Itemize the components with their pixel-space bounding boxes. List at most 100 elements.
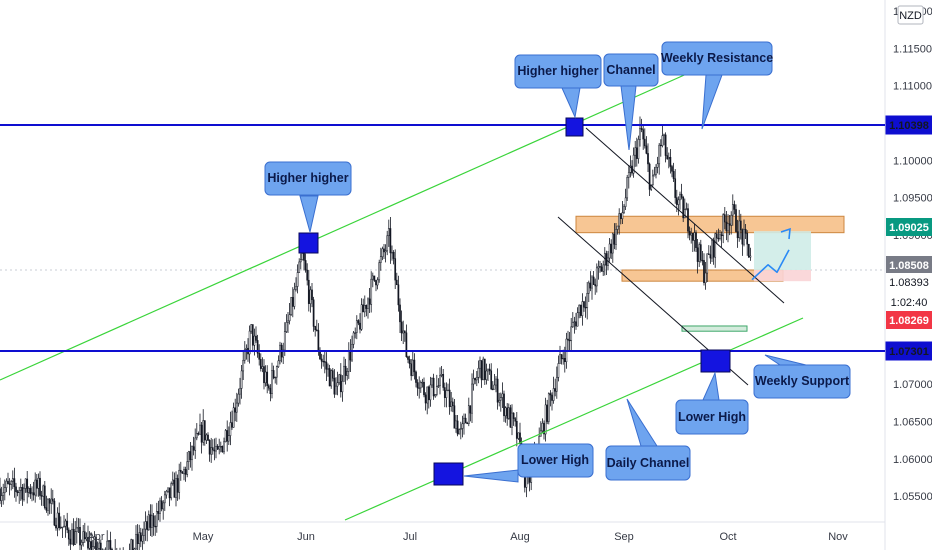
candle: [143, 521, 145, 545]
callout-box: [661, 41, 773, 76]
candle: [573, 316, 576, 334]
candle: [11, 470, 14, 490]
callout-aug-high[interactable]: Higher higher: [514, 54, 602, 119]
pivot-marker-oct-low[interactable]: [700, 349, 731, 373]
long-target-zone[interactable]: [754, 231, 811, 271]
candle: [383, 243, 385, 260]
candle: [592, 271, 595, 286]
candle: [287, 312, 289, 333]
pivot-marker-jul-low[interactable]: [433, 462, 464, 486]
candle: [131, 539, 134, 550]
candle: [18, 486, 21, 504]
pivot-marker-aug-high[interactable]: [565, 117, 584, 137]
price-badge[interactable]: 1:02:40: [886, 293, 932, 311]
candle: [429, 376, 432, 407]
candle: [426, 386, 429, 415]
candle: [459, 421, 462, 440]
candle: [176, 474, 179, 501]
price-axis[interactable]: 1.120001.115001.110001.105001.100001.095…: [893, 6, 932, 503]
price-badge[interactable]: 1.08269: [886, 311, 932, 329]
candle: [706, 253, 709, 282]
candle: [410, 359, 413, 381]
candle: [261, 357, 264, 373]
candle: [736, 219, 739, 248]
candle: [87, 525, 89, 550]
callout-daily-channel[interactable]: Daily Channel: [605, 398, 691, 481]
price-badge[interactable]: 1.10398: [885, 115, 932, 135]
candle: [269, 384, 272, 402]
candle: [482, 356, 485, 381]
time-axis[interactable]: Apr May Jun Jul Aug Sep Oct Nov: [87, 531, 848, 543]
candle: [183, 466, 185, 481]
candle: [480, 360, 483, 388]
callout-lower-high-oct[interactable]: Lower High: [675, 371, 749, 435]
candle: [296, 264, 299, 294]
candle: [714, 232, 717, 268]
callout-weekly-support[interactable]: Weekly Support: [753, 354, 851, 399]
candle: [154, 515, 157, 536]
candle: [376, 277, 379, 290]
pivot-marker-jun-high[interactable]: [298, 232, 319, 254]
candle: [136, 524, 139, 550]
candle: [56, 507, 59, 537]
candle: [109, 531, 112, 550]
price-badge[interactable]: 1.09025: [886, 218, 932, 236]
candle: [267, 383, 270, 391]
candle: [463, 413, 465, 435]
callout-lower-high-jul[interactable]: Lower High: [463, 443, 594, 483]
candle: [509, 404, 512, 428]
candle: [187, 450, 190, 470]
candle: [693, 224, 696, 252]
candle: [311, 283, 313, 308]
callout-label: Higher higher: [267, 171, 348, 185]
candle: [613, 223, 616, 250]
upper-supply-zone[interactable]: [575, 215, 845, 234]
currency-badge[interactable]: NZD: [897, 5, 924, 25]
candle: [133, 547, 136, 550]
price-tick-label: 1.05500: [893, 491, 932, 503]
callout-weekly-resistance[interactable]: Weekly Resistance: [661, 41, 773, 130]
callout-label: Lower High: [678, 410, 746, 424]
candle: [637, 135, 640, 164]
candle: [312, 296, 315, 332]
candle: [440, 366, 443, 378]
candle: [584, 296, 587, 318]
candle: [723, 206, 726, 230]
price-badge[interactable]: 1.07301: [885, 341, 932, 361]
candle: [195, 423, 198, 441]
candle: [221, 445, 224, 453]
callout-channel[interactable]: Channel: [603, 53, 659, 151]
candle: [333, 369, 336, 398]
candle: [179, 461, 182, 481]
price-badge[interactable]: 1.08508: [886, 256, 932, 274]
candle: [442, 368, 445, 391]
down-channel-top-line[interactable]: [585, 127, 785, 304]
candle: [42, 484, 45, 507]
candle: [181, 470, 184, 474]
candle: [280, 342, 283, 363]
candle: [357, 319, 360, 326]
candle: [85, 532, 88, 542]
small-base-zone[interactable]: [681, 325, 748, 332]
candle: [506, 403, 509, 426]
candle: [223, 437, 225, 455]
candle: [163, 490, 166, 512]
price-badge[interactable]: 1.08393: [886, 273, 932, 291]
candle: [99, 539, 102, 550]
long-stop-zone[interactable]: [754, 270, 811, 282]
candle: [419, 380, 422, 393]
candle: [632, 147, 635, 178]
candle: [207, 432, 209, 441]
candle: [47, 497, 49, 516]
candle: [567, 330, 569, 350]
candle: [218, 438, 221, 455]
candle: [728, 215, 731, 236]
candle: [239, 377, 241, 405]
candle: [603, 247, 606, 276]
candle: [291, 287, 294, 318]
candle: [66, 512, 69, 534]
candle: [191, 445, 193, 471]
callout-jun-high[interactable]: Higher higher: [264, 161, 352, 233]
candle: [171, 471, 174, 486]
